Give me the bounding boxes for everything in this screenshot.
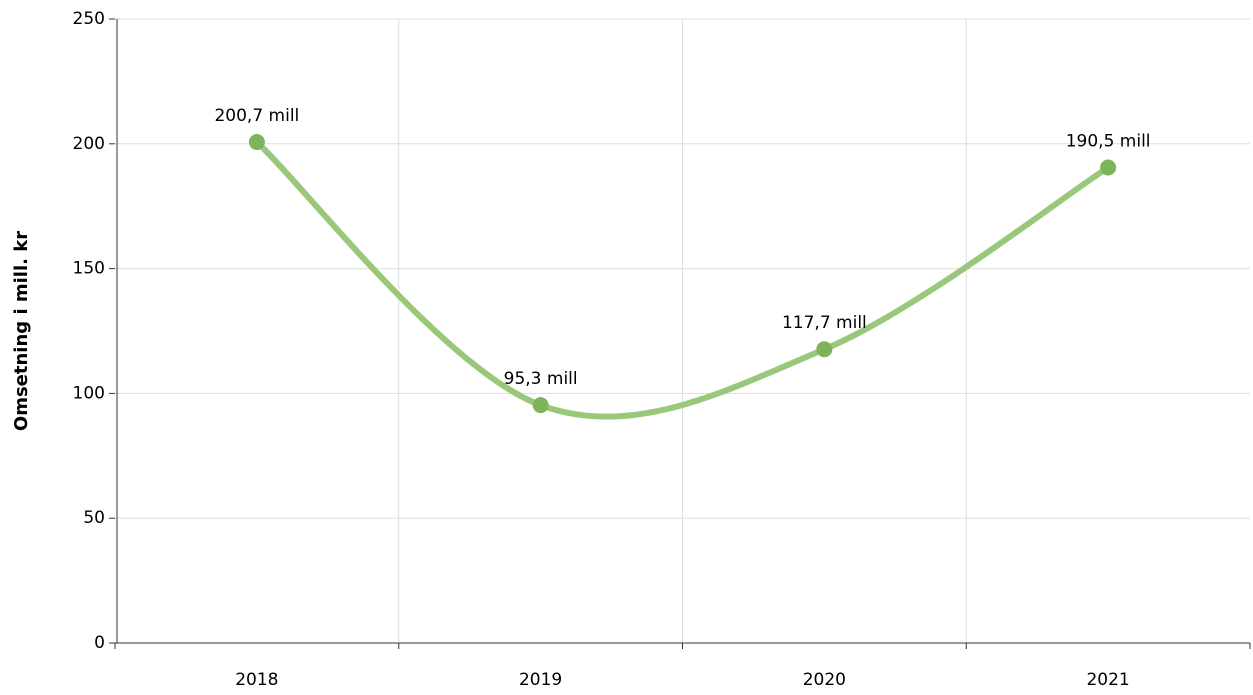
y-tick-label: 50 [83, 508, 105, 528]
data-label: 95,3 mill [504, 369, 578, 389]
y-tick-label: 100 [73, 383, 105, 403]
line [253, 139, 1112, 420]
marker [1100, 159, 1117, 176]
y-tick-label: 250 [73, 9, 105, 29]
x-tick-label: 2018 [235, 670, 278, 690]
data-label: 190,5 mill [1066, 132, 1151, 152]
y-tick-label: 150 [73, 259, 105, 279]
data-label: 200,7 mill [214, 106, 299, 126]
marker [248, 134, 265, 151]
y-tick-label: 200 [73, 134, 105, 154]
x-tick-label: 2019 [519, 670, 562, 690]
y-tick-label: 0 [94, 633, 105, 653]
y-axis-label: Omsetning i mill. kr [11, 231, 32, 431]
x-tick-label: 2020 [803, 670, 846, 690]
data-label: 117,7 mill [782, 313, 867, 333]
marker [816, 341, 833, 358]
marker [532, 397, 549, 414]
x-tick-label: 2021 [1086, 670, 1129, 690]
